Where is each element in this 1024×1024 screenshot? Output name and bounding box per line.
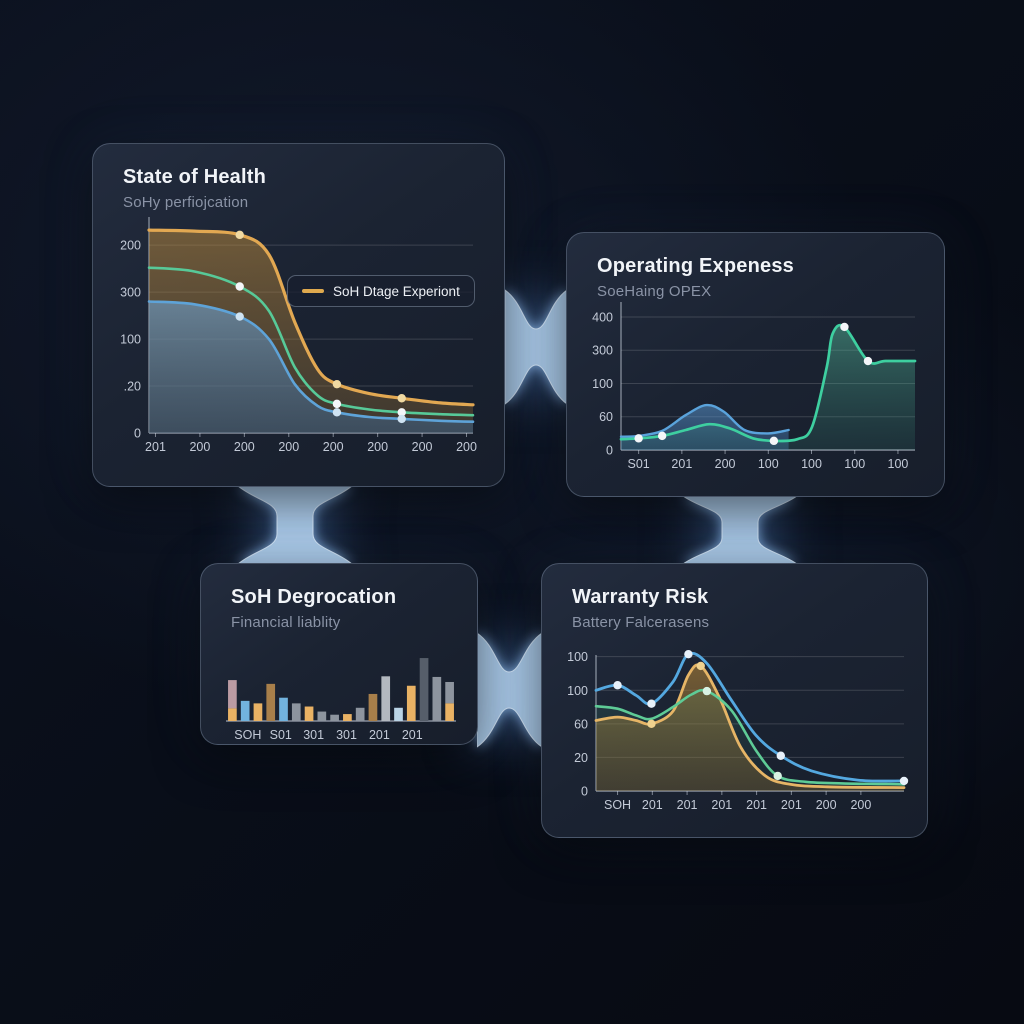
svg-text:201: 201: [781, 798, 802, 812]
svg-text:60: 60: [574, 717, 588, 731]
svg-text:SOH: SOH: [234, 728, 261, 742]
svg-text:200: 200: [412, 440, 433, 454]
panel-subtitle: SoHy perfiojcation: [123, 194, 249, 211]
svg-text:400: 400: [592, 310, 613, 324]
chart-soh-degradation: SOH S01 301 301 201 201: [226, 658, 456, 742]
svg-text:201: 201: [642, 798, 663, 812]
connector-soh-to-degradation: [237, 486, 353, 564]
svg-text:100: 100: [801, 457, 822, 471]
svg-text:SOH: SOH: [604, 798, 631, 812]
svg-text:201: 201: [369, 728, 390, 742]
svg-text:100: 100: [844, 457, 865, 471]
svg-text:301: 301: [303, 728, 324, 742]
svg-text:301: 301: [336, 728, 357, 742]
svg-text:S01: S01: [270, 728, 292, 742]
panel-subtitle: SoeHaing OPEX: [597, 283, 712, 300]
svg-text:100: 100: [888, 457, 909, 471]
svg-text:S01: S01: [628, 457, 650, 471]
svg-text:20: 20: [574, 751, 588, 765]
svg-text:201: 201: [671, 457, 692, 471]
svg-text:100: 100: [592, 377, 613, 391]
connector-opex-to-warranty: [682, 496, 798, 564]
panel-state-of-health[interactable]: State of Health SoHy perfiojcation SoH D…: [92, 143, 505, 487]
svg-text:200: 200: [189, 440, 210, 454]
chart-operating-expenses: 400 300 100 60 0 S01 201 200 100 100 100 100: [592, 302, 917, 471]
svg-text:300: 300: [120, 286, 141, 300]
legend-label: SoH Dtage Experiont: [333, 283, 460, 299]
svg-text:200: 200: [323, 440, 344, 454]
svg-text:0: 0: [581, 785, 588, 799]
svg-text:200: 200: [456, 440, 477, 454]
svg-text:60: 60: [599, 410, 613, 424]
svg-text:201: 201: [677, 798, 698, 812]
panel-subtitle: Financial liablity: [231, 614, 341, 631]
panel-title: State of Health: [123, 166, 267, 188]
svg-text:100: 100: [567, 684, 588, 698]
svg-text:200: 200: [816, 798, 837, 812]
svg-text:.20: .20: [124, 380, 141, 394]
connector-degradation-to-warranty: [477, 632, 542, 748]
svg-text:100: 100: [120, 333, 141, 347]
panel-subtitle: Battery Falcerasens: [572, 614, 710, 631]
panel-warranty-risk[interactable]: Warranty Risk Battery Falcerasens 100 100…: [541, 563, 928, 838]
svg-text:200: 200: [120, 239, 141, 253]
legend-line-swatch: [302, 289, 324, 293]
panel-title: SoH Degrocation: [231, 586, 397, 608]
svg-text:200: 200: [234, 440, 255, 454]
svg-text:201: 201: [145, 440, 166, 454]
connector-soh-to-opex: [505, 289, 567, 405]
panel-soh-degradation[interactable]: SoH Degrocation Financial liablity SOH S0…: [200, 563, 478, 745]
chart-state-of-health: 200 300 100 .20 0 201 200 200 200 200 200 200 200: [120, 217, 477, 454]
panel-operating-expenses[interactable]: Operating Expeness SoeHaing OPEX 400 300 1…: [566, 232, 945, 497]
svg-text:201: 201: [402, 728, 423, 742]
svg-text:200: 200: [367, 440, 388, 454]
svg-text:0: 0: [134, 427, 141, 441]
legend: SoH Dtage Experiont: [287, 275, 475, 307]
svg-text:200: 200: [850, 798, 871, 812]
svg-text:0: 0: [606, 444, 613, 458]
svg-text:201: 201: [711, 798, 732, 812]
svg-text:200: 200: [715, 457, 736, 471]
svg-text:100: 100: [758, 457, 779, 471]
svg-text:100: 100: [567, 650, 588, 664]
panel-title: Warranty Risk: [572, 586, 709, 608]
panel-title: Operating Expeness: [597, 255, 794, 277]
svg-text:200: 200: [278, 440, 299, 454]
svg-text:201: 201: [746, 798, 767, 812]
svg-text:300: 300: [592, 344, 613, 358]
